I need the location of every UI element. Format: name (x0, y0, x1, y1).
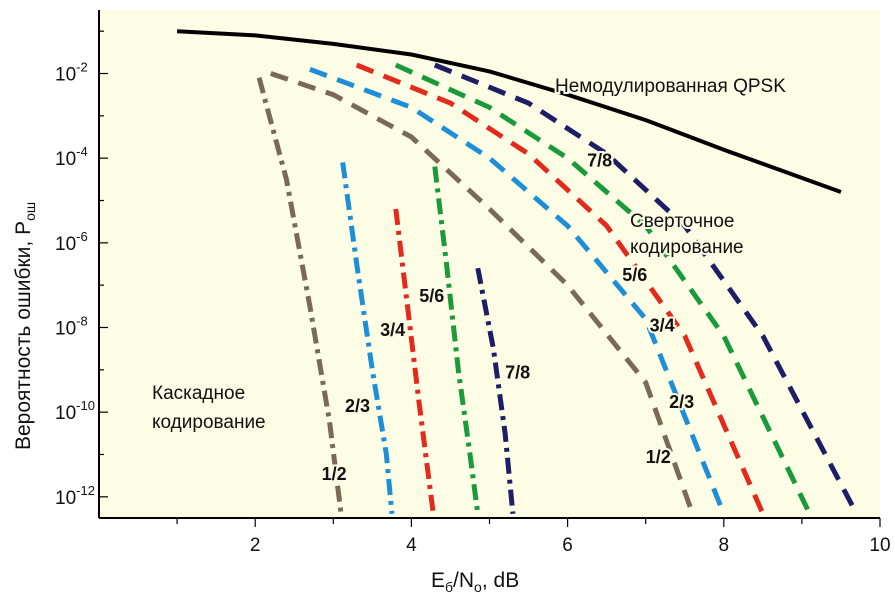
x-axis-title: Eб/No, dB (431, 569, 519, 595)
rate-label: 5/6 (622, 265, 647, 285)
x-axis-title-sub-o: o (474, 579, 482, 595)
series-dashdot-7 (340, 162, 395, 515)
y-axis-title-main: Вероятность ошибки, P (12, 221, 35, 450)
y-tick-exponent: -6 (76, 229, 88, 244)
y-tick-label: 10-2 (55, 60, 88, 86)
annotation-cascade-line2: кодирование (152, 412, 266, 433)
y-axis-title-sub: ош (22, 202, 38, 221)
rate-label: 7/8 (505, 362, 530, 382)
series-dashdot-6 (256, 77, 344, 515)
annotation-convolutional-line1: Сверточное (630, 211, 734, 232)
y-tick-label: 10-4 (55, 144, 88, 170)
annotation-uncoded-qpsk: Немодулированная QPSK (555, 76, 786, 97)
rate-label: 2/3 (345, 396, 370, 416)
y-tick-exponent: -8 (76, 314, 88, 329)
y-tick-exponent: -10 (76, 398, 95, 413)
rate-label: 2/3 (669, 392, 694, 412)
rate-label: 1/2 (322, 464, 347, 484)
x-tick-label: 8 (719, 535, 730, 556)
x-tick-label: 2 (250, 535, 261, 556)
series-dashdot-9 (432, 166, 481, 515)
series-dash-5 (433, 62, 859, 515)
rate-label: 7/8 (587, 151, 612, 171)
series-dashdot-10 (475, 267, 516, 515)
annotation-cascade-line1: Каскадное (152, 383, 245, 404)
series-dash-3 (355, 62, 766, 515)
y-tick-label: 10-6 (55, 229, 88, 255)
rate-labels-layer: 1/2 2/3 3/4 5/6 7/8 1/2 2/3 3/4 5/6 7/8 (320, 149, 697, 486)
y-tick-label: 10-12 (55, 483, 95, 509)
series-layer (176, 29, 859, 515)
y-tick-label: 10-10 (55, 398, 95, 424)
x-tick-label: 6 (562, 535, 573, 556)
y-tick-exponent: -12 (76, 483, 95, 498)
x-axis-title-e: E (431, 569, 445, 592)
annotation-convolutional-line2: кодирование (630, 237, 744, 258)
x-axis-title-sub-b: б (445, 579, 453, 595)
x-tick-label: 10 (869, 535, 890, 556)
y-tick-exponent: -2 (76, 60, 88, 75)
series-dash-2 (309, 66, 727, 515)
series-dash-4 (394, 62, 812, 515)
y-tick-exponent: -4 (76, 144, 88, 159)
y-axis-title: Вероятность ошибки, Pош (12, 202, 38, 450)
x-axis-title-n: /N (453, 569, 474, 592)
rate-label: 3/4 (650, 316, 675, 336)
x-tick-label: 4 (406, 535, 417, 556)
x-axis-title-unit: , dB (482, 569, 519, 592)
y-tick-label: 10-8 (55, 314, 88, 340)
rate-label: 5/6 (419, 286, 444, 306)
rate-label: 1/2 (646, 447, 671, 467)
plot-area (99, 10, 880, 518)
rate-label: 3/4 (380, 320, 405, 340)
series-dash-1 (269, 71, 695, 515)
ticks-layer: 2 4 6 8 10 10-2 10-4 10-6 10-8 10-10 10-12 (55, 30, 891, 556)
series-solid-0 (176, 29, 842, 194)
